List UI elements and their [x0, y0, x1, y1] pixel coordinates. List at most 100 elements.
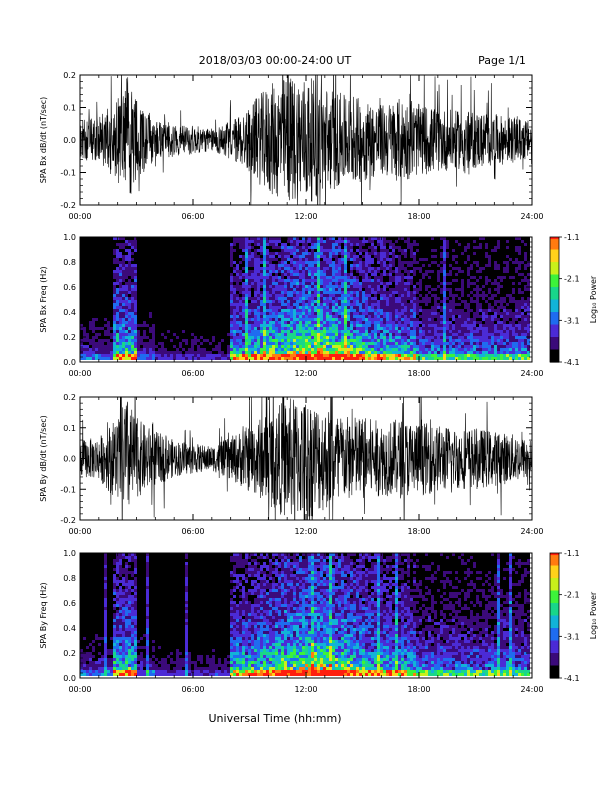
- spectrogram-cell: [305, 321, 308, 324]
- spectrogram-cell: [221, 294, 224, 297]
- spectrogram-cell: [170, 237, 173, 240]
- spectrogram-cell: [221, 258, 224, 261]
- spectrogram-cell: [281, 300, 284, 303]
- spectrogram-cell: [197, 246, 200, 249]
- spectrogram-cell: [350, 288, 353, 291]
- spectrogram-cell: [260, 294, 263, 297]
- spectrogram-cell: [83, 300, 86, 303]
- spectrogram-cell: [347, 330, 350, 333]
- spectrogram-cell: [374, 285, 377, 288]
- spectrogram-cell: [194, 288, 197, 291]
- spectrogram-cell: [395, 318, 398, 321]
- spectrogram-cell: [344, 342, 347, 345]
- spectrogram-cell: [80, 324, 83, 327]
- spectrogram-cell: [278, 351, 281, 354]
- spectrogram-cell: [323, 300, 326, 303]
- spectrogram-cell: [383, 294, 386, 297]
- spectrogram-cell: [398, 351, 401, 354]
- spectrogram-cell: [302, 294, 305, 297]
- spectrogram-cell: [380, 306, 383, 309]
- spectrogram-cell: [104, 351, 107, 354]
- spectrogram-cell: [359, 342, 362, 345]
- spectrogram-cell: [233, 249, 236, 252]
- spectrogram-cell: [362, 318, 365, 321]
- spectrogram-cell: [395, 324, 398, 327]
- spectrogram-cell: [227, 243, 230, 246]
- spectrogram-cell: [131, 315, 134, 318]
- spectrogram-cell: [104, 267, 107, 270]
- spectrogram-cell: [131, 288, 134, 291]
- spectrogram-cell: [425, 327, 428, 330]
- spectrogram-cell: [332, 351, 335, 354]
- spectrogram-cell: [113, 342, 116, 345]
- spectrogram-cell: [125, 303, 128, 306]
- spectrogram-cell: [170, 279, 173, 282]
- spectrogram-cell: [122, 276, 125, 279]
- spectrogram-cell: [428, 351, 431, 354]
- spectrogram-cell: [104, 357, 107, 360]
- spectrogram-cell: [425, 294, 428, 297]
- spectrogram-cell: [113, 279, 116, 282]
- spectrogram-cell: [401, 300, 404, 303]
- spectrogram-cell: [197, 288, 200, 291]
- spectrogram-cell: [179, 273, 182, 276]
- spectrogram-cell: [314, 330, 317, 333]
- spectrogram-cell: [98, 267, 101, 270]
- spectrogram-cell: [242, 315, 245, 318]
- spectrogram-cell: [239, 345, 242, 348]
- spectrogram-cell: [260, 273, 263, 276]
- spectrogram-cell: [347, 282, 350, 285]
- spectrogram-cell: [242, 321, 245, 324]
- spectrogram-cell: [137, 312, 140, 315]
- spectrogram-cell: [419, 336, 422, 339]
- spectrogram-cell: [230, 243, 233, 246]
- spectrogram-cell: [323, 264, 326, 267]
- spectrogram-cell: [410, 309, 413, 312]
- spectrogram-cell: [275, 330, 278, 333]
- spectrogram-cell: [323, 312, 326, 315]
- spectrogram-cell: [101, 267, 104, 270]
- spectrogram-cell: [143, 246, 146, 249]
- spectrogram-cell: [299, 297, 302, 300]
- spectrogram-cell: [317, 255, 320, 258]
- spectrogram-cell: [143, 342, 146, 345]
- spectrogram-cell: [350, 357, 353, 360]
- spectrogram-cell: [392, 357, 395, 360]
- spectrogram-cell: [146, 315, 149, 318]
- spectrogram-cell: [245, 291, 248, 294]
- spectrogram-cell: [179, 306, 182, 309]
- spectrogram-cell: [185, 261, 188, 264]
- spectrogram-cell: [128, 321, 131, 324]
- spectrogram-cell: [101, 333, 104, 336]
- spectrogram-cell: [275, 252, 278, 255]
- spectrogram-cell: [167, 345, 170, 348]
- spectrogram-cell: [191, 327, 194, 330]
- spectrogram-cell: [401, 261, 404, 264]
- spectrogram-cell: [254, 264, 257, 267]
- spectrogram-cell: [305, 318, 308, 321]
- spectrogram-cell: [233, 246, 236, 249]
- spectrogram-cell: [119, 357, 122, 360]
- spectrogram-cell: [98, 309, 101, 312]
- spectrogram-cell: [320, 243, 323, 246]
- spectrogram-cell: [281, 252, 284, 255]
- spectrogram-cell: [167, 237, 170, 240]
- spectrogram-cell: [431, 327, 434, 330]
- spectrogram-cell: [83, 357, 86, 360]
- spectrogram-cell: [332, 315, 335, 318]
- spectrogram-cell: [173, 261, 176, 264]
- spectrogram-cell: [398, 354, 401, 357]
- spectrogram-cell: [206, 288, 209, 291]
- spectrogram-cell: [218, 288, 221, 291]
- spectrogram-cell: [305, 258, 308, 261]
- spectrogram-cell: [404, 327, 407, 330]
- spectrogram-cell: [128, 294, 131, 297]
- spectrogram-cell: [413, 273, 416, 276]
- spectrogram-cell: [278, 276, 281, 279]
- spectrogram-cell: [368, 330, 371, 333]
- spectrogram-cell: [302, 324, 305, 327]
- spectrogram-cell: [293, 267, 296, 270]
- spectrogram-cell: [158, 243, 161, 246]
- spectrogram-cell: [83, 240, 86, 243]
- spectrogram-cell: [404, 243, 407, 246]
